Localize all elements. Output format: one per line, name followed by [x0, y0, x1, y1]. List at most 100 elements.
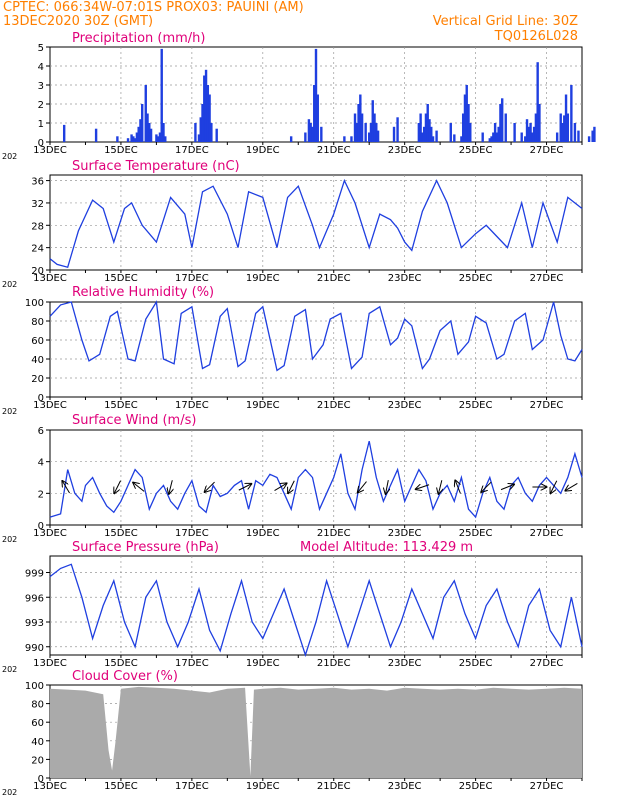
precip-bar — [160, 48, 163, 142]
x-tick-label: 21DEC — [317, 400, 351, 411]
precip-bar — [137, 126, 140, 142]
precip-bar — [426, 104, 429, 142]
x-tick-label: 23DEC — [388, 781, 422, 792]
precip-bar — [316, 94, 319, 142]
precip-bar — [359, 94, 362, 142]
wind-arrow — [565, 482, 578, 490]
x-tick-label: 27DEC — [530, 658, 564, 669]
header: CPTEC: 066:34W-07:01S PROX03: PAUINI (AM… — [0, 0, 618, 46]
precip-bar — [463, 94, 467, 142]
x-tick-label: 19DEC — [246, 273, 280, 284]
precip-bar — [368, 132, 371, 142]
precip-bar — [304, 132, 307, 142]
wind-arrow — [455, 481, 461, 494]
precip-bar — [148, 123, 151, 142]
wind-arrow — [438, 480, 441, 494]
y-tick-label: 60 — [31, 718, 44, 729]
panel-frame — [49, 429, 583, 526]
y-tick-label: 1 — [38, 119, 44, 130]
precip-bar — [94, 128, 98, 142]
wind-arrow — [114, 480, 121, 494]
y-tick-label: 996 — [25, 593, 44, 604]
precip-bar — [355, 123, 358, 142]
precip-bar — [396, 117, 399, 142]
x-tick-label: 15DEC — [104, 781, 138, 792]
panel-frame — [49, 301, 583, 398]
y-tick-label: 4 — [38, 62, 44, 73]
y-tick-label: 5 — [38, 43, 44, 54]
precip-bar — [534, 113, 538, 142]
precip-bar — [162, 123, 165, 142]
x-tick-label: 27DEC — [530, 528, 564, 539]
precip-bar — [499, 104, 502, 142]
x-tick-label: 17DEC — [175, 658, 209, 669]
precip-bar — [435, 130, 438, 142]
precip-bar — [570, 85, 573, 142]
precip-bar — [116, 136, 119, 142]
y-tick-label: 60 — [31, 336, 44, 347]
precip-bar — [314, 48, 318, 142]
wind-arrow — [62, 481, 70, 494]
x-tick-label: 27DEC — [530, 400, 564, 411]
x-tick-label: 25DEC — [459, 528, 493, 539]
year-label: 202 — [2, 407, 17, 416]
precip-bar — [493, 123, 497, 142]
precip-bar — [373, 113, 376, 142]
y-tick-label: 0 — [38, 774, 44, 785]
wind-arrow — [133, 483, 145, 492]
precip-bar — [527, 126, 530, 142]
x-tick-label: 13DEC — [33, 528, 67, 539]
precip-bar — [62, 124, 66, 142]
header-grid-info: Vertical Grid Line: 30Z — [432, 14, 578, 29]
header-model-id: TQ0126L028 — [494, 29, 578, 44]
precip-bar — [497, 126, 500, 142]
x-tick-label: 13DEC — [33, 273, 67, 284]
panel-title: Relative Humidity (%) — [72, 285, 214, 300]
precip-bar — [465, 85, 468, 142]
wind-arrow — [500, 484, 514, 491]
wind-arrow — [274, 483, 287, 492]
precip-bar — [210, 123, 213, 142]
x-tick-label: 15DEC — [104, 273, 138, 284]
wind-arrow — [238, 484, 252, 491]
precip-bar — [141, 104, 144, 142]
x-tick-label: 15DEC — [104, 145, 138, 156]
wind-arrow — [169, 480, 172, 494]
x-tick-label: 21DEC — [317, 658, 351, 669]
panel-frame — [49, 174, 583, 271]
year-label: 202 — [2, 788, 17, 797]
x-tick-label: 15DEC — [104, 658, 138, 669]
x-tick-label: 23DEC — [388, 145, 422, 156]
panel-frame — [49, 555, 583, 656]
x-tick-label: 21DEC — [317, 145, 351, 156]
precip-bar — [524, 136, 527, 142]
y-tick-label: 999 — [25, 569, 44, 580]
header-date: 13DEC2020 30Z (GMT) — [3, 14, 154, 29]
y-tick-label: 80 — [31, 700, 44, 711]
x-tick-label: 17DEC — [175, 781, 209, 792]
precip-bar — [289, 136, 293, 142]
precip-bar — [204, 69, 208, 142]
model-altitude: Model Altitude: 113.429 m — [300, 540, 473, 555]
precip-bar — [132, 136, 135, 142]
x-tick-label: 19DEC — [246, 400, 280, 411]
precip-bar — [371, 100, 374, 142]
y-tick-label: 0 — [38, 521, 44, 532]
x-tick-label: 19DEC — [246, 781, 280, 792]
precip-bar — [208, 94, 211, 142]
x-tick-label: 27DEC — [530, 273, 564, 284]
y-tick-label: 993 — [25, 618, 44, 629]
precip-bar — [430, 126, 433, 142]
wind-arrow — [550, 480, 558, 494]
y-tick-label: 24 — [31, 244, 44, 255]
precip-bar — [449, 123, 452, 142]
precip-bar — [139, 119, 142, 142]
precip-bar — [375, 123, 378, 142]
x-tick-label: 25DEC — [459, 273, 493, 284]
x-tick-label: 21DEC — [317, 781, 351, 792]
precip-bar — [155, 134, 158, 142]
precip-bar — [376, 130, 380, 142]
x-tick-label: 19DEC — [246, 528, 280, 539]
y-tick-label: 2 — [38, 489, 44, 500]
precip-bar — [490, 136, 493, 142]
